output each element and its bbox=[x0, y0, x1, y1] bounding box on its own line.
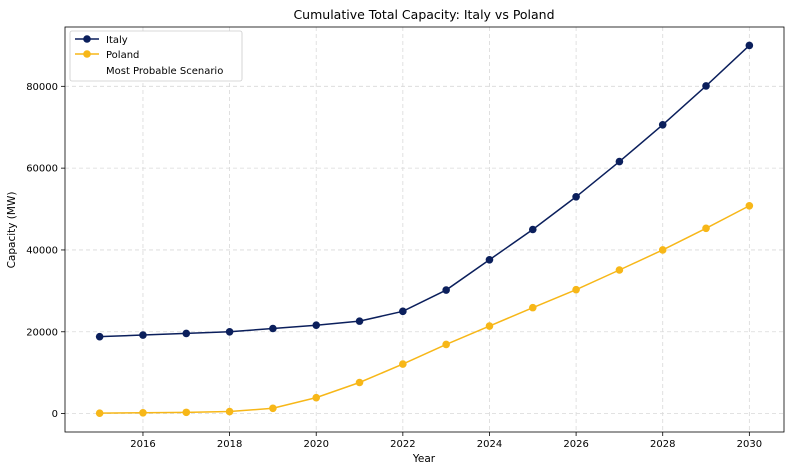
legend-scenario-label: Most Probable Scenario bbox=[106, 66, 223, 77]
poland-data-point bbox=[182, 408, 191, 417]
poland-data-point bbox=[658, 246, 667, 254]
y-tick-label: 20000 bbox=[26, 327, 58, 338]
y-tick-label: 80000 bbox=[26, 82, 58, 93]
poland-data-point bbox=[225, 407, 234, 416]
y-axis-ticks: 0 20000 40000 60000 80000 bbox=[26, 82, 65, 420]
x-tick-label: 2026 bbox=[563, 439, 588, 450]
italy-data-point bbox=[225, 327, 234, 336]
italy-data-point bbox=[572, 192, 580, 201]
legend-poland-marker bbox=[83, 50, 91, 58]
y-tick-label: 40000 bbox=[26, 245, 58, 256]
poland-data-point bbox=[528, 303, 537, 312]
italy-data-point bbox=[312, 321, 321, 330]
italy-data-point bbox=[745, 41, 754, 50]
poland-data-point bbox=[702, 224, 710, 233]
legend: Italy Poland Most Probable Scenario bbox=[69, 30, 243, 82]
poland-series-line bbox=[99, 205, 750, 414]
poland-data-point bbox=[399, 360, 407, 368]
x-tick-label: 2022 bbox=[390, 439, 415, 450]
x-axis-label: Year bbox=[412, 453, 436, 465]
poland-data-point bbox=[355, 378, 364, 387]
italy-data-point bbox=[442, 286, 450, 294]
x-tick-label: 2028 bbox=[650, 439, 675, 450]
italy-data-point bbox=[702, 82, 710, 90]
poland-data-point bbox=[95, 409, 104, 417]
legend-poland-label: Poland bbox=[106, 50, 139, 61]
grid bbox=[65, 27, 784, 432]
y-tick-label: 0 bbox=[52, 409, 58, 420]
x-tick-label: 2020 bbox=[303, 439, 328, 450]
italy-data-point bbox=[95, 332, 104, 341]
chart-title: Cumulative Total Capacity: Italy vs Pola… bbox=[293, 7, 554, 22]
y-axis-label: Capacity (MW) bbox=[6, 192, 18, 269]
poland-data-point bbox=[139, 408, 147, 417]
series-layer bbox=[95, 41, 754, 417]
italy-data-point bbox=[528, 225, 537, 234]
italy-data-point bbox=[139, 331, 147, 339]
x-tick-label: 2024 bbox=[477, 439, 502, 450]
italy-data-point bbox=[658, 120, 667, 129]
poland-data-point bbox=[615, 266, 624, 274]
y-tick-label: 60000 bbox=[26, 164, 58, 175]
legend-italy-label: Italy bbox=[106, 35, 128, 46]
italy-data-point bbox=[485, 255, 494, 264]
italy-series-line bbox=[99, 44, 750, 338]
poland-data-point bbox=[442, 340, 450, 349]
plot-area-frame bbox=[64, 26, 785, 433]
x-axis-ticks: 2016 2018 2020 2022 2024 2026 2028 2030 bbox=[130, 432, 762, 450]
poland-data-point bbox=[485, 322, 494, 330]
x-tick-label: 2030 bbox=[737, 439, 762, 450]
x-tick-label: 2016 bbox=[130, 439, 155, 450]
x-tick-label: 2018 bbox=[217, 439, 242, 450]
poland-data-point bbox=[572, 285, 580, 294]
poland-data-point bbox=[745, 201, 754, 210]
italy-data-point bbox=[269, 324, 277, 333]
italy-data-point bbox=[399, 307, 407, 316]
poland-data-point bbox=[269, 404, 277, 413]
italy-data-point bbox=[355, 317, 364, 325]
legend-italy-marker bbox=[83, 35, 91, 43]
poland-data-point bbox=[312, 393, 321, 402]
italy-data-point bbox=[182, 329, 191, 338]
legend-box bbox=[69, 30, 243, 82]
italy-data-point bbox=[615, 157, 624, 166]
